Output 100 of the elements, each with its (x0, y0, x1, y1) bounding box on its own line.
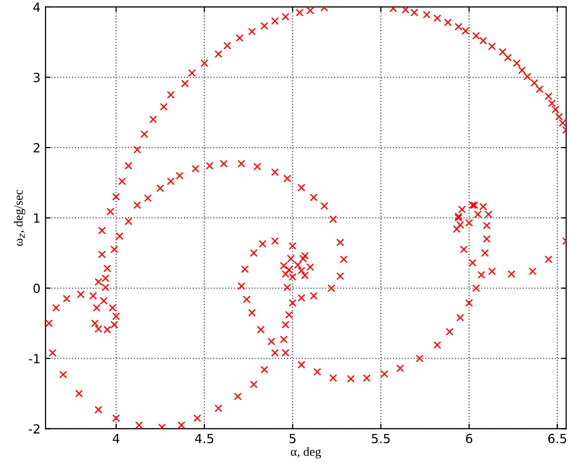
point (320, 202, 328, 210)
x-tick-label: 5.5 (372, 434, 390, 444)
point (465, 299, 473, 307)
point (268, 338, 276, 346)
point (544, 255, 552, 264)
point (133, 146, 142, 154)
point (329, 215, 338, 224)
point (380, 370, 388, 378)
point (555, 112, 563, 121)
point (102, 274, 110, 282)
point (456, 314, 464, 322)
point (498, 48, 506, 56)
x-tick-label: 5 (290, 434, 296, 444)
point (528, 267, 537, 276)
x-tick-label: 6.5 (548, 434, 566, 444)
point (346, 374, 355, 383)
point (481, 249, 489, 257)
point (283, 284, 292, 292)
point (59, 370, 68, 378)
point (422, 10, 431, 19)
point (301, 272, 309, 280)
point (62, 294, 71, 303)
point (112, 192, 120, 201)
point (478, 270, 486, 279)
point (336, 272, 344, 280)
point (242, 296, 251, 304)
point (482, 235, 491, 243)
point (271, 17, 279, 25)
point (75, 390, 83, 398)
point (260, 22, 268, 30)
point (558, 119, 566, 127)
point (260, 366, 268, 374)
point (178, 421, 186, 429)
point (102, 284, 110, 292)
point (286, 254, 295, 263)
point (144, 194, 152, 202)
point (362, 374, 371, 382)
point (444, 18, 452, 26)
point (92, 304, 101, 312)
point (160, 102, 168, 111)
point (149, 116, 158, 124)
point (94, 278, 102, 286)
point (124, 162, 132, 170)
point (166, 90, 175, 99)
point (536, 85, 544, 94)
point (298, 360, 306, 369)
point (156, 184, 164, 192)
point (271, 237, 279, 245)
point (253, 162, 262, 170)
point (433, 341, 442, 349)
point (458, 206, 466, 214)
point (508, 270, 516, 278)
point (188, 69, 196, 77)
point (389, 6, 398, 12)
point (52, 304, 60, 312)
point (329, 374, 338, 382)
point (271, 348, 279, 357)
point (504, 54, 512, 62)
point (340, 255, 348, 264)
point (454, 22, 462, 31)
point (214, 50, 222, 58)
point (250, 380, 258, 388)
point (548, 99, 556, 108)
point (306, 263, 314, 271)
point (256, 326, 265, 334)
point (298, 266, 306, 274)
y-tick-label: 3 (34, 72, 40, 82)
point (158, 423, 166, 429)
point (48, 348, 56, 357)
point (181, 80, 189, 88)
point (238, 160, 246, 168)
point (118, 177, 126, 186)
point (234, 392, 242, 400)
point (310, 194, 318, 202)
point (98, 226, 106, 234)
point (206, 162, 214, 170)
point (258, 240, 266, 248)
point (214, 404, 222, 412)
point (193, 414, 202, 422)
point (135, 421, 143, 429)
point (402, 6, 410, 14)
point (46, 319, 53, 328)
point (285, 310, 293, 319)
point (282, 320, 290, 329)
point (472, 32, 480, 40)
point (484, 210, 492, 218)
point (103, 264, 112, 272)
point (472, 284, 480, 292)
point (299, 254, 308, 263)
point (396, 364, 404, 372)
point (140, 130, 148, 138)
x-axis-title: α, deg (290, 447, 322, 458)
point (248, 308, 256, 317)
point (482, 222, 491, 230)
point (512, 59, 521, 68)
point (89, 292, 98, 300)
y-tick-label: -2 (28, 424, 40, 434)
point (433, 14, 442, 22)
point (200, 59, 208, 68)
point (133, 201, 142, 210)
